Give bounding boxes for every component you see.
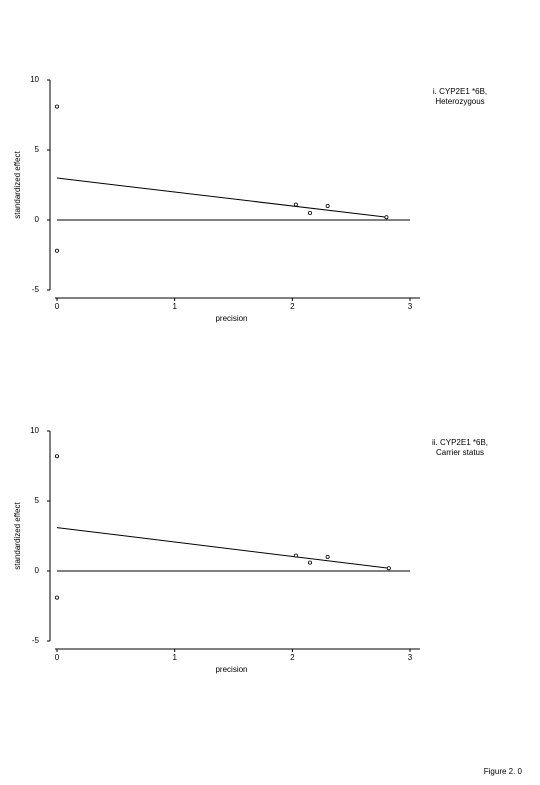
point <box>55 248 60 253</box>
annotation: i. CYP2E1 *6B, <box>433 87 487 96</box>
point <box>384 215 389 220</box>
x-axis-label: precision <box>215 314 247 323</box>
point <box>293 553 298 558</box>
annotation: Carrier status <box>436 448 484 457</box>
point <box>293 202 298 207</box>
y-tick-label: 0 <box>35 566 40 575</box>
point <box>325 203 330 208</box>
y-tick-label: 0 <box>35 215 40 224</box>
y-axis-label: standardized effect <box>13 150 22 218</box>
fit-line <box>56 177 387 218</box>
point <box>307 210 312 215</box>
x-tick-label: 1 <box>172 302 177 311</box>
y-tick-label: 5 <box>35 145 40 154</box>
annotation: ii. CYP2E1 *6B, <box>432 438 488 447</box>
x-tick-label: 2 <box>290 653 295 662</box>
point <box>307 560 312 565</box>
x-tick-label: 3 <box>408 653 413 662</box>
point <box>386 566 391 571</box>
point <box>55 595 60 600</box>
x-tick-label: 0 <box>55 653 60 662</box>
annotation: Heterozygous <box>435 97 484 106</box>
y-axis-label: standardized effect <box>13 501 22 569</box>
y-tick-label: 5 <box>35 496 40 505</box>
point <box>325 555 330 560</box>
x-tick-label: 1 <box>172 653 177 662</box>
y-tick-label: 10 <box>30 75 39 84</box>
y-tick-label: -5 <box>32 285 40 294</box>
fit-line <box>56 527 389 569</box>
x-tick-label: 2 <box>290 302 295 311</box>
point <box>55 454 60 459</box>
figure-label: Figure 2. 0 <box>484 767 523 776</box>
y-tick-label: -5 <box>32 636 40 645</box>
x-axis-label: precision <box>215 665 247 674</box>
x-tick-label: 0 <box>55 302 60 311</box>
point <box>55 104 60 109</box>
x-tick-label: 3 <box>408 302 413 311</box>
y-tick-label: 10 <box>30 426 39 435</box>
